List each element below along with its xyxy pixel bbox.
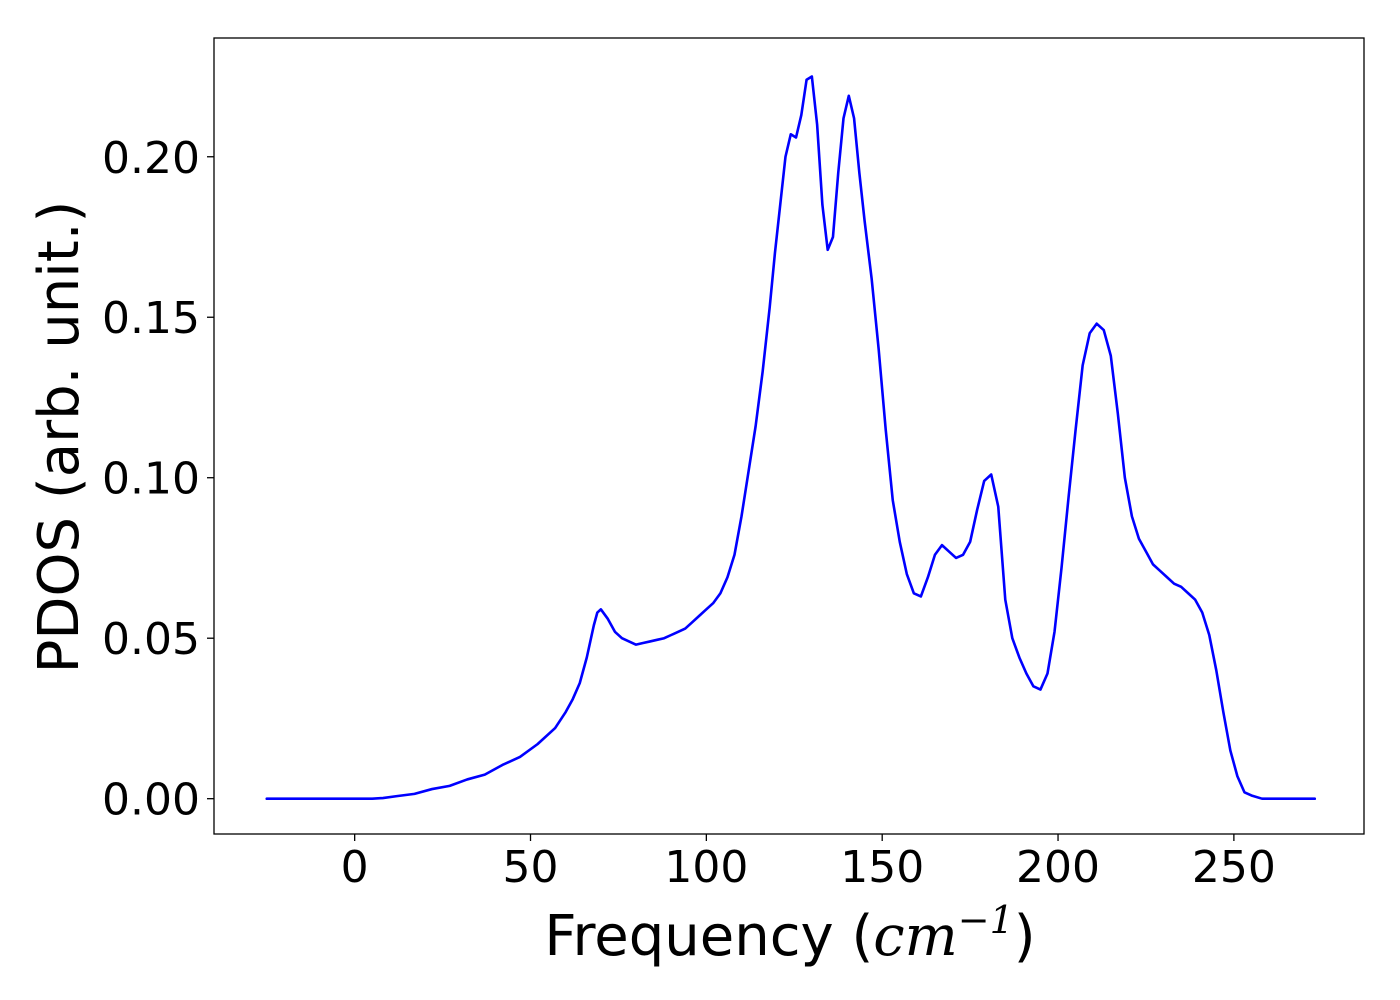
y-tick-label: 0.20: [102, 133, 200, 184]
x-axis-unit-open: (: [851, 904, 873, 969]
y-tick-label: 0.15: [102, 293, 200, 344]
axes-frame: [213, 37, 1365, 835]
x-axis-unit-exponent: −1: [958, 898, 1014, 942]
y-tick-label: 0.05: [102, 614, 200, 665]
x-axis-unit-base: cm: [873, 904, 957, 969]
x-axis-label-text: Frequency: [544, 904, 833, 969]
x-tick-label: 200: [1016, 842, 1100, 893]
x-tick-label: 250: [1192, 842, 1276, 893]
x-axis-label: Frequency (cm−1): [544, 898, 1035, 969]
plot-area: [213, 37, 1365, 835]
y-axis-label: PDOS (arb. unit.): [27, 201, 92, 674]
x-tick-label: 0: [341, 842, 369, 893]
x-tick-label: 50: [503, 842, 559, 893]
x-tick-label: 150: [840, 842, 924, 893]
y-tick-label: 0.00: [102, 775, 200, 826]
x-axis-unit-close: ): [1014, 904, 1036, 969]
axis-ticks: 0 50 100 150 200 250 0.00 0.05 0.10 0.15 0.20: [102, 133, 1276, 893]
x-tick-label: 100: [664, 842, 748, 893]
y-tick-label: 0.10: [102, 454, 200, 505]
series-line-0: [265, 75, 1317, 800]
